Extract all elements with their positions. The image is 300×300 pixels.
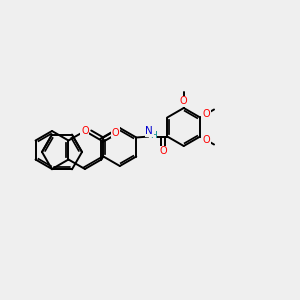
Text: O: O — [180, 96, 188, 106]
Text: O: O — [202, 109, 210, 119]
Text: O: O — [160, 146, 167, 157]
Text: O: O — [81, 126, 89, 136]
Text: O: O — [111, 128, 119, 137]
Text: H: H — [150, 131, 157, 140]
Text: O: O — [202, 135, 210, 145]
Text: N: N — [146, 127, 153, 136]
